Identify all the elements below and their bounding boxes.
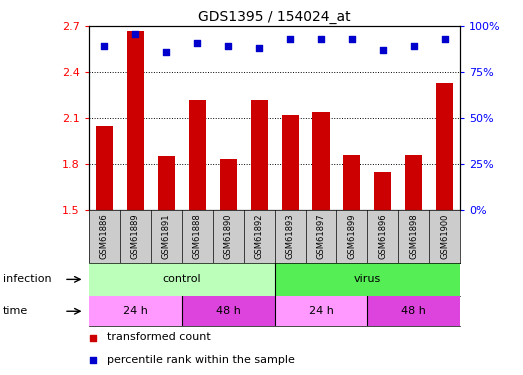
Bar — [182, 296, 275, 326]
Text: infection: infection — [3, 274, 51, 284]
Point — [193, 40, 201, 46]
Bar — [89, 262, 275, 296]
Bar — [275, 296, 367, 326]
Bar — [158, 156, 175, 210]
Text: GSM61890: GSM61890 — [224, 213, 233, 259]
Bar — [312, 112, 329, 210]
Text: GSM61896: GSM61896 — [378, 213, 388, 259]
Bar — [96, 126, 113, 210]
Text: control: control — [163, 274, 201, 284]
Text: GSM61886: GSM61886 — [100, 213, 109, 259]
Bar — [405, 155, 423, 210]
Text: GSM61893: GSM61893 — [286, 213, 294, 259]
Text: GSM61900: GSM61900 — [440, 214, 449, 259]
Point — [100, 44, 109, 50]
Text: GSM61892: GSM61892 — [255, 213, 264, 259]
Text: transformed count: transformed count — [108, 333, 211, 342]
Bar — [220, 159, 237, 210]
Text: GSM61891: GSM61891 — [162, 213, 171, 259]
Bar — [374, 172, 391, 210]
Point — [440, 36, 449, 42]
Text: 48 h: 48 h — [215, 306, 241, 316]
Point — [224, 44, 232, 50]
Text: time: time — [3, 306, 28, 316]
Point — [255, 45, 263, 51]
Bar — [189, 100, 206, 210]
Text: virus: virus — [354, 274, 381, 284]
Title: GDS1395 / 154024_at: GDS1395 / 154024_at — [198, 10, 351, 24]
Text: GSM61888: GSM61888 — [192, 213, 202, 259]
Point — [162, 49, 170, 55]
Point — [286, 36, 294, 42]
Point — [88, 334, 97, 340]
Point — [348, 36, 356, 42]
Bar — [367, 296, 460, 326]
Point — [410, 44, 418, 50]
Text: 48 h: 48 h — [401, 306, 426, 316]
Point — [379, 47, 387, 53]
Point — [317, 36, 325, 42]
Text: percentile rank within the sample: percentile rank within the sample — [108, 355, 295, 365]
Point — [88, 357, 97, 363]
Bar — [436, 83, 453, 210]
Bar — [89, 296, 182, 326]
Text: GSM61898: GSM61898 — [410, 213, 418, 259]
Bar — [344, 155, 360, 210]
Bar — [127, 31, 144, 210]
Text: GSM61897: GSM61897 — [316, 213, 325, 259]
Text: 24 h: 24 h — [123, 306, 148, 316]
Text: 24 h: 24 h — [309, 306, 334, 316]
Bar — [281, 115, 299, 210]
Text: GSM61899: GSM61899 — [347, 213, 357, 259]
Point — [131, 31, 140, 37]
Text: GSM61889: GSM61889 — [131, 213, 140, 259]
Bar — [275, 262, 460, 296]
Bar — [251, 100, 268, 210]
